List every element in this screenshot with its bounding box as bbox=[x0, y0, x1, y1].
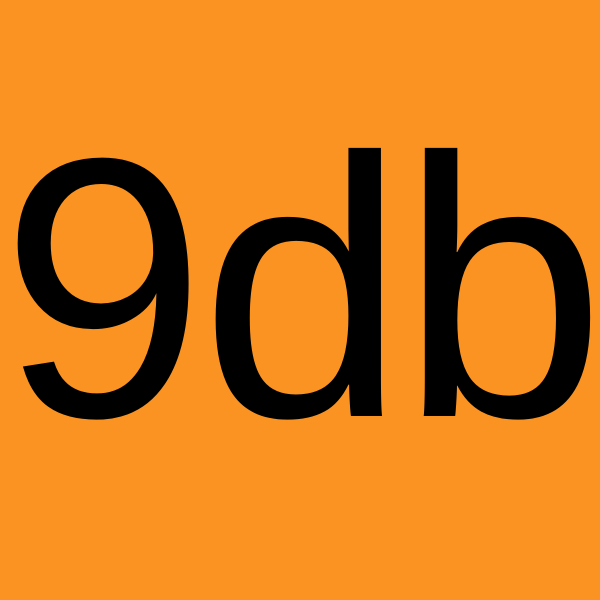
logo-tile: 9db bbox=[0, 82, 600, 495]
logo-wordmark: 9db bbox=[0, 82, 600, 495]
